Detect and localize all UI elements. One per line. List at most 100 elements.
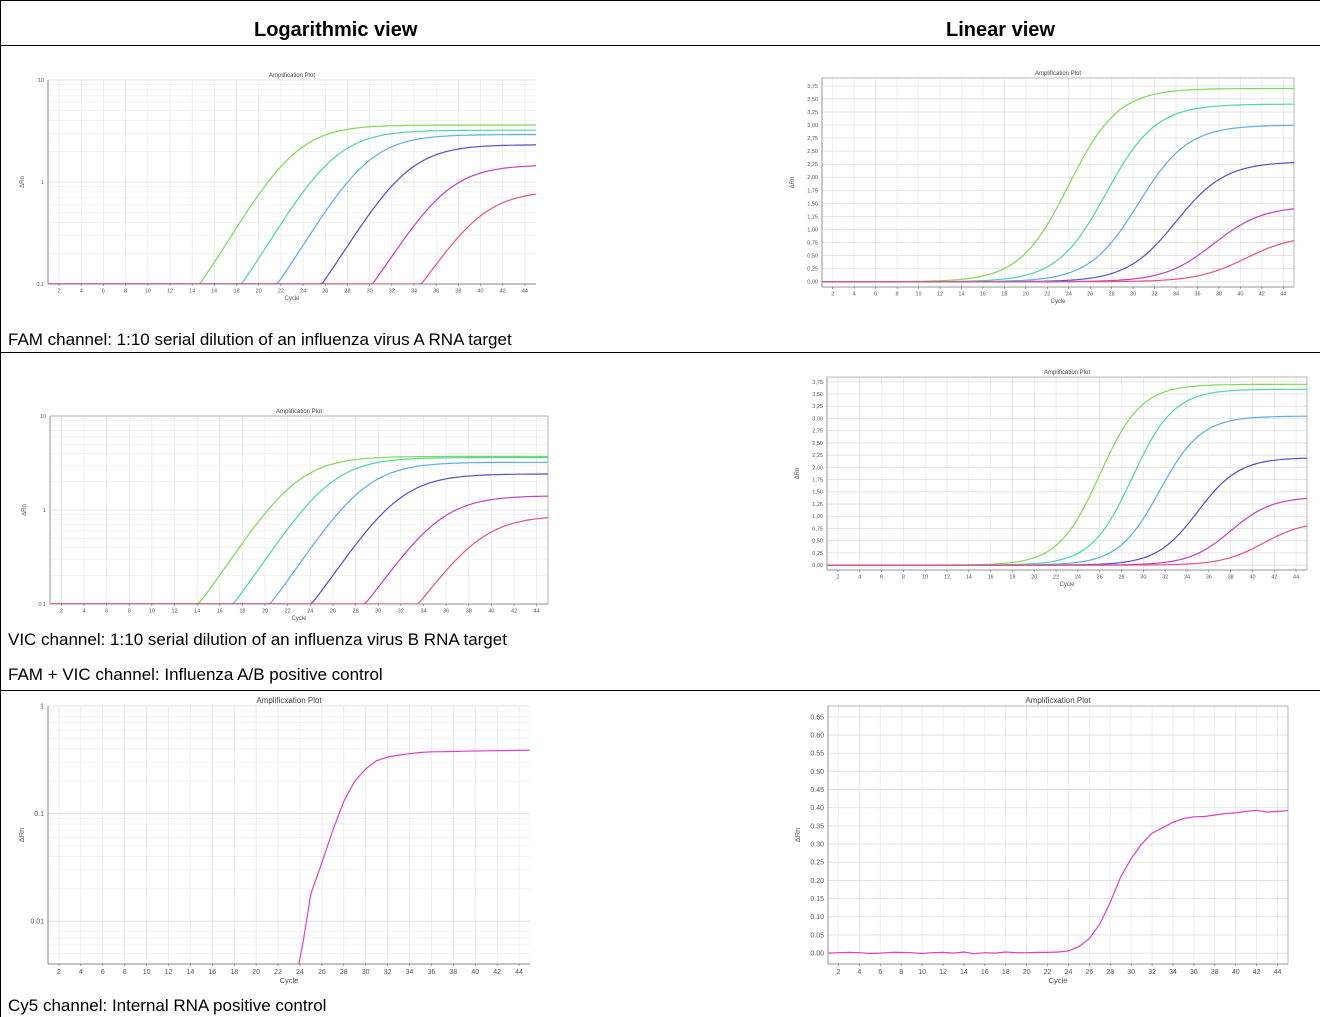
x-tick-label: 42: [511, 609, 517, 615]
x-tick-label: 28: [340, 969, 348, 976]
row-divider-2: [0, 690, 1320, 691]
x-tick-label: 30: [367, 289, 373, 295]
x-tick-label: 24: [307, 609, 313, 615]
x-tick-label: 14: [189, 289, 195, 295]
chart-vic-linear: 2 4 6 8 10 12 14 16 18 20 22 24 26 28 30 32 34 36 38 40 42 44…: [795, 370, 1308, 588]
x-tick-label: 16: [981, 969, 989, 976]
chart-title: Amplification Plot: [269, 73, 315, 79]
series-line-1: [828, 809, 1288, 955]
x-tick-label: 28: [1106, 969, 1114, 976]
x-tick-label: 2: [60, 609, 63, 615]
y-tick-label: 10: [40, 414, 46, 420]
series-line-4: [827, 457, 1307, 566]
x-tick-label: 12: [167, 289, 173, 295]
x-tick-label: 12: [171, 609, 177, 615]
x-tick-label: 6: [105, 609, 108, 615]
x-tick-label: 32: [1151, 292, 1157, 298]
caption-fam: FAM channel: 1:10 serial dilution of an …: [8, 330, 512, 349]
x-tick-label: 24: [1065, 969, 1073, 976]
x-tick-label: 22: [278, 289, 284, 295]
x-tick-label: 36: [433, 289, 439, 295]
x-tick-label: 32: [1162, 575, 1168, 581]
x-axis-label: Cycle: [1049, 976, 1068, 985]
x-tick-label: 36: [1190, 969, 1198, 976]
y-tick-label: 0.25: [810, 860, 824, 867]
x-tick-label: 6: [102, 289, 105, 295]
series-line-1: [822, 87, 1294, 283]
x-tick-label: 16: [208, 969, 216, 976]
y-axis-label: ΔRn: [20, 176, 26, 188]
x-tick-label: 14: [966, 575, 972, 581]
x-tick-label: 12: [937, 292, 943, 298]
x-tick-label: 42: [1271, 575, 1277, 581]
x-axis-label: Cycle: [1050, 299, 1066, 305]
y-tick-label: 2,00: [812, 465, 823, 471]
x-tick-label: 40: [477, 289, 483, 295]
y-tick-label: 0,25: [812, 551, 823, 557]
y-tick-label: 0.65: [810, 714, 824, 721]
y-tick-label: 2,25: [807, 162, 818, 168]
x-tick-label: 16: [988, 575, 994, 581]
y-tick-label: 0.20: [810, 878, 824, 885]
y-tick-label: 0,25: [807, 267, 818, 273]
x-tick-label: 26: [1097, 575, 1103, 581]
series-line-4: [822, 162, 1294, 283]
series-line-4: [48, 144, 536, 284]
x-tick-label: 10: [149, 609, 155, 615]
x-tick-label: 18: [1002, 969, 1010, 976]
x-tick-label: 6: [878, 969, 882, 976]
x-tick-label: 2: [837, 969, 841, 976]
y-tick-label: 2,75: [812, 429, 823, 435]
x-tick-label: 20: [1023, 292, 1029, 298]
x-axis-label: Cycle: [1059, 582, 1075, 588]
x-tick-label: 14: [194, 609, 200, 615]
x-tick-label: 38: [455, 289, 461, 295]
y-tick-label: 0,00: [812, 563, 823, 569]
x-tick-label: 28: [344, 289, 350, 295]
x-tick-label: 34: [406, 969, 414, 976]
chart-title: Amplificxation Plot: [1025, 696, 1091, 705]
y-tick-label: 1,00: [807, 227, 818, 233]
x-tick-label: 24: [1075, 575, 1081, 581]
y-tick-label: 0.10: [810, 914, 824, 921]
x-tick-label: 44: [1274, 969, 1282, 976]
x-tick-label: 42: [1259, 292, 1265, 298]
chart-cy5-linear: 2 4 6 8 10 12 14 16 18 20 22 24 26 28 30 32 34 36 38 40 42 44…: [793, 696, 1289, 985]
y-tick-label: 1,25: [812, 502, 823, 508]
x-tick-label: 16: [980, 292, 986, 298]
y-tick-label: 3,75: [812, 380, 823, 386]
y-tick-label: 3,50: [807, 97, 818, 103]
y-tick-label: 3,75: [807, 84, 818, 90]
x-tick-label: 4: [853, 292, 856, 298]
chart-cy5-log: 2 4 6 8 10 12 14 16 18 20 22 24 26 28 30 32 34 36 38 40 42 44…: [17, 696, 530, 985]
series-line-5: [822, 208, 1294, 283]
chart-vic-log: 2 4 6 8 10 12 14 16 18 20 22 24 26 28 30 32 34 36 38 40 42 44…: [22, 409, 549, 622]
x-tick-label: 4: [857, 969, 861, 976]
x-tick-label: 32: [398, 609, 404, 615]
x-tick-label: 40: [1249, 575, 1255, 581]
y-axis-label: ΔRn: [790, 177, 796, 189]
chart-title: Amplification Plot: [1035, 71, 1081, 77]
x-tick-label: 2: [836, 575, 839, 581]
x-tick-label: 40: [471, 969, 479, 976]
y-tick-label: 0.40: [810, 805, 824, 812]
x-tick-label: 32: [384, 969, 392, 976]
x-tick-label: 30: [362, 969, 370, 976]
x-tick-label: 2: [58, 289, 61, 295]
y-axis-label: ΔRn: [793, 828, 802, 843]
caption-vic: VIC channel: 1:10 serial dilution of an …: [8, 630, 507, 649]
series-line-2: [50, 456, 548, 604]
y-tick-label: 0.05: [810, 932, 824, 939]
plot-frame: [827, 705, 1289, 965]
x-tick-label: 42: [1253, 969, 1261, 976]
x-tick-label: 30: [375, 609, 381, 615]
x-tick-label: 10: [918, 969, 926, 976]
chart-fam-log: 2 4 6 8 10 12 14 16 18 20 22 24 26 28 30 32 34 36 38 40 42 44…: [20, 73, 536, 302]
x-tick-label: 40: [1237, 292, 1243, 298]
x-tick-label: 44: [522, 289, 528, 295]
x-axis-label: Cycle: [291, 616, 307, 622]
x-tick-label: 4: [80, 289, 83, 295]
x-tick-label: 14: [958, 292, 964, 298]
x-tick-label: 10: [143, 969, 151, 976]
chart-title: Amplification Plot: [1044, 370, 1090, 376]
